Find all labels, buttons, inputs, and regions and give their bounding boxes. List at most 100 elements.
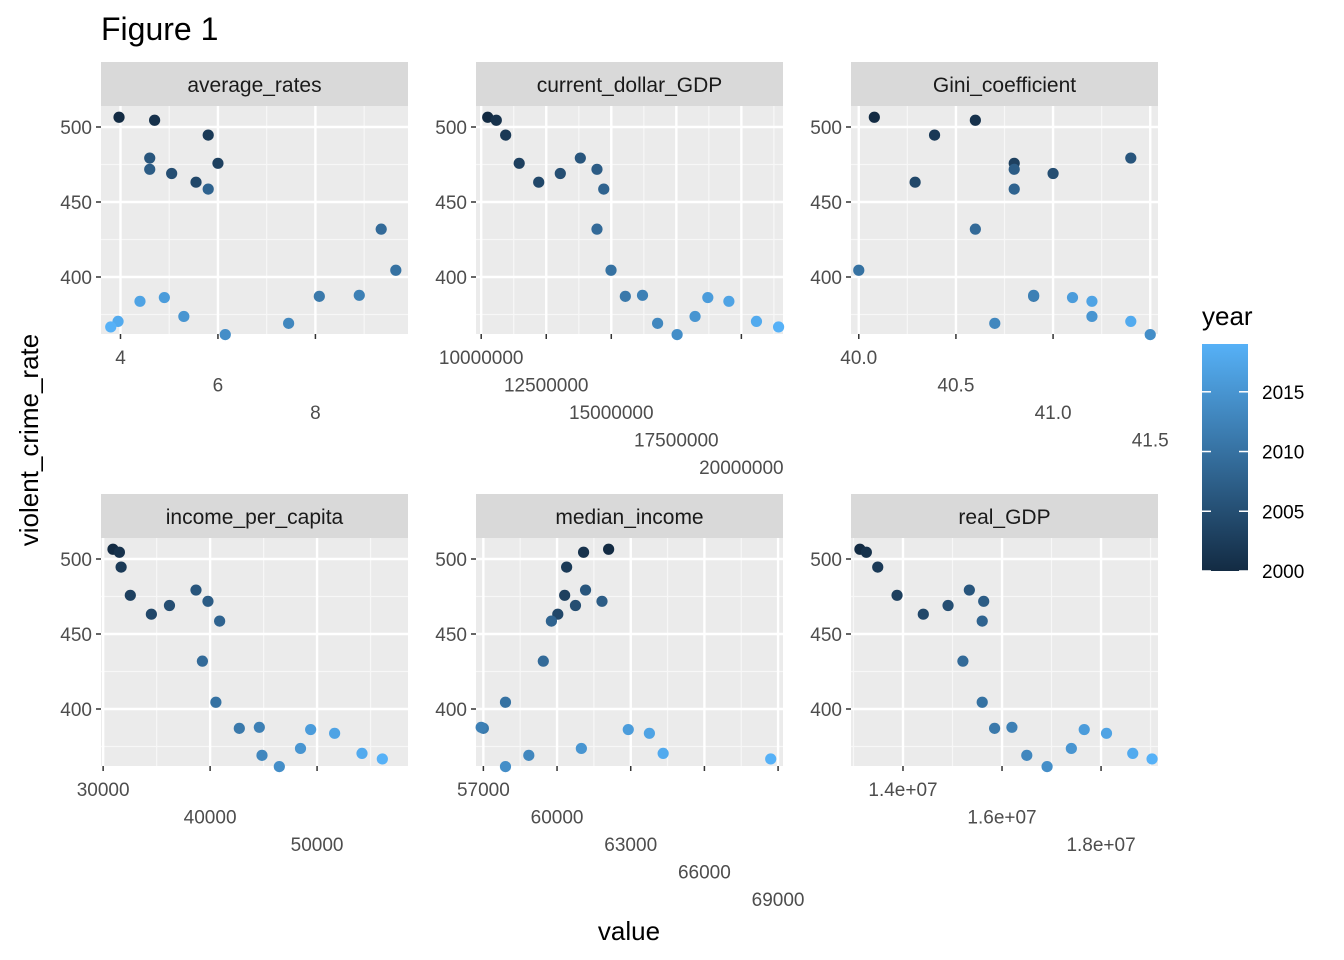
data-point bbox=[554, 167, 566, 180]
data-point bbox=[891, 589, 903, 601]
panel-median_income: median_income 400 450 500 57000 60000 63000 660… bbox=[435, 494, 805, 911]
strip-label: real_GDP bbox=[958, 506, 1050, 529]
data-point bbox=[969, 223, 981, 235]
x-tick-label: 60000 bbox=[531, 808, 584, 829]
data-point bbox=[212, 157, 224, 169]
y-tick-label: 450 bbox=[60, 625, 92, 646]
y-tick-label: 500 bbox=[435, 118, 467, 139]
strip-label: average_rates bbox=[187, 74, 321, 97]
data-point bbox=[376, 753, 388, 765]
strip-label: income_per_capita bbox=[166, 506, 344, 529]
data-point bbox=[969, 114, 981, 126]
x-tick-label: 50000 bbox=[291, 835, 344, 856]
x-tick-label: 12500000 bbox=[504, 376, 589, 397]
data-point bbox=[513, 157, 525, 169]
data-point bbox=[113, 546, 125, 558]
panel-Gini_coefficient: Gini_coefficient 400 450 500 40.0 40.5 41.0 41.… bbox=[810, 62, 1169, 452]
data-point bbox=[765, 753, 777, 765]
data-point bbox=[545, 615, 557, 627]
data-point bbox=[329, 727, 341, 739]
data-point bbox=[622, 723, 634, 736]
data-point bbox=[643, 727, 655, 739]
data-point bbox=[1066, 291, 1079, 304]
data-point bbox=[957, 655, 969, 667]
data-point bbox=[591, 163, 603, 175]
y-tick-label: 500 bbox=[810, 550, 842, 571]
data-point bbox=[149, 114, 161, 126]
data-point bbox=[190, 176, 202, 188]
data-point bbox=[233, 722, 245, 734]
x-tick-label: 40.5 bbox=[937, 376, 974, 397]
data-point bbox=[115, 561, 127, 573]
data-point bbox=[475, 721, 487, 733]
legend-label: 2000 bbox=[1262, 562, 1304, 583]
data-point bbox=[702, 291, 714, 304]
panel-average_rates: average_rates 400 450 500 4 6 8 bbox=[60, 62, 408, 424]
panel-current_dollar_GDP: current_dollar_GDP 400 450 500 10000000 12500… bbox=[435, 62, 785, 479]
data-point bbox=[523, 749, 535, 761]
strip-label: Gini_coefficient bbox=[933, 74, 1076, 97]
data-point bbox=[1008, 183, 1020, 195]
data-point bbox=[1065, 742, 1077, 755]
strip-background bbox=[851, 62, 1158, 106]
data-point bbox=[988, 722, 1001, 734]
y-axis-title: violent_crime_rate bbox=[14, 334, 44, 546]
legend-label: 2005 bbox=[1262, 502, 1304, 523]
data-point bbox=[942, 599, 954, 612]
panel-background bbox=[851, 538, 1158, 766]
strip-label: current_dollar_GDP bbox=[537, 74, 723, 97]
x-tick-label: 40.0 bbox=[840, 348, 877, 369]
data-point bbox=[1047, 167, 1059, 180]
y-tick-label: 500 bbox=[60, 550, 92, 571]
x-tick-label: 6 bbox=[213, 376, 224, 397]
strip-background bbox=[101, 62, 408, 106]
data-point bbox=[202, 183, 214, 195]
data-point bbox=[202, 595, 214, 607]
x-tick-label: 69000 bbox=[752, 890, 805, 911]
data-point bbox=[256, 749, 268, 761]
data-point bbox=[872, 561, 884, 573]
data-point bbox=[1078, 723, 1090, 736]
x-tick-label: 30000 bbox=[77, 780, 130, 801]
data-point bbox=[202, 129, 214, 141]
data-point bbox=[253, 721, 265, 733]
y-tick-label: 450 bbox=[810, 193, 842, 214]
strip-background bbox=[851, 494, 1158, 538]
facet-panels: average_rates 400 450 500 4 6 8 current_dollar_… bbox=[60, 62, 1169, 911]
data-point bbox=[671, 329, 683, 341]
data-point bbox=[909, 176, 921, 188]
data-point bbox=[651, 317, 664, 329]
data-point bbox=[214, 615, 226, 627]
data-point bbox=[196, 655, 209, 667]
data-point bbox=[353, 289, 365, 301]
data-point bbox=[105, 321, 117, 333]
data-point bbox=[533, 176, 545, 188]
x-axis-title: value bbox=[598, 916, 660, 946]
data-point bbox=[356, 747, 368, 760]
y-tick-label: 500 bbox=[60, 118, 92, 139]
data-point bbox=[375, 223, 387, 235]
legend-label: 2015 bbox=[1262, 383, 1304, 404]
data-point bbox=[723, 295, 735, 307]
data-point bbox=[305, 723, 317, 736]
data-point bbox=[976, 615, 988, 627]
data-point bbox=[591, 223, 603, 235]
x-tick-label: 4 bbox=[115, 348, 126, 369]
x-tick-label: 8 bbox=[310, 403, 321, 424]
data-point bbox=[1100, 727, 1113, 739]
data-point bbox=[499, 761, 512, 773]
data-point bbox=[928, 129, 941, 141]
data-point bbox=[853, 264, 865, 276]
data-point bbox=[579, 584, 592, 596]
data-point bbox=[1086, 295, 1098, 307]
data-point bbox=[1028, 289, 1040, 301]
data-point bbox=[657, 747, 669, 760]
data-point bbox=[1041, 761, 1053, 773]
y-tick-label: 450 bbox=[435, 625, 467, 646]
data-point bbox=[860, 546, 872, 558]
y-tick-label: 500 bbox=[810, 118, 842, 139]
x-tick-label: 15000000 bbox=[569, 403, 654, 424]
strip-background bbox=[476, 494, 783, 538]
data-point bbox=[210, 696, 222, 708]
data-point bbox=[537, 655, 549, 667]
